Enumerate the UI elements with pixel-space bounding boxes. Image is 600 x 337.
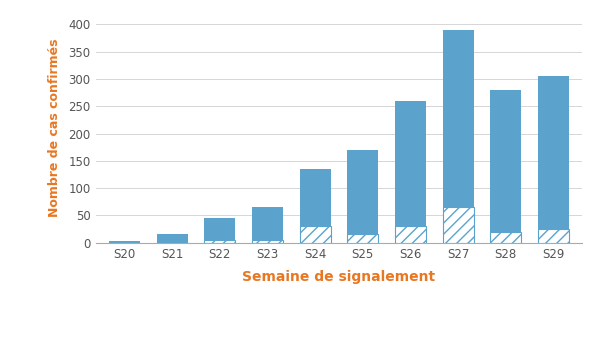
Bar [443,207,473,243]
Bar [252,207,283,243]
Bar [252,240,283,243]
Bar [157,235,188,243]
Bar [490,90,521,243]
Bar [205,240,235,243]
Bar [395,101,426,243]
X-axis label: Semaine de signalement: Semaine de signalement [242,270,436,283]
Bar [443,30,473,243]
Bar [299,169,331,243]
Bar [347,150,379,243]
Bar [109,241,140,243]
Bar [490,232,521,243]
Bar [205,218,235,243]
Bar [395,226,426,243]
Bar [347,235,379,243]
Bar [538,76,569,243]
Bar [299,226,331,243]
Bar [538,229,569,243]
Y-axis label: Nombre de cas confirmés: Nombre de cas confirmés [48,39,61,217]
